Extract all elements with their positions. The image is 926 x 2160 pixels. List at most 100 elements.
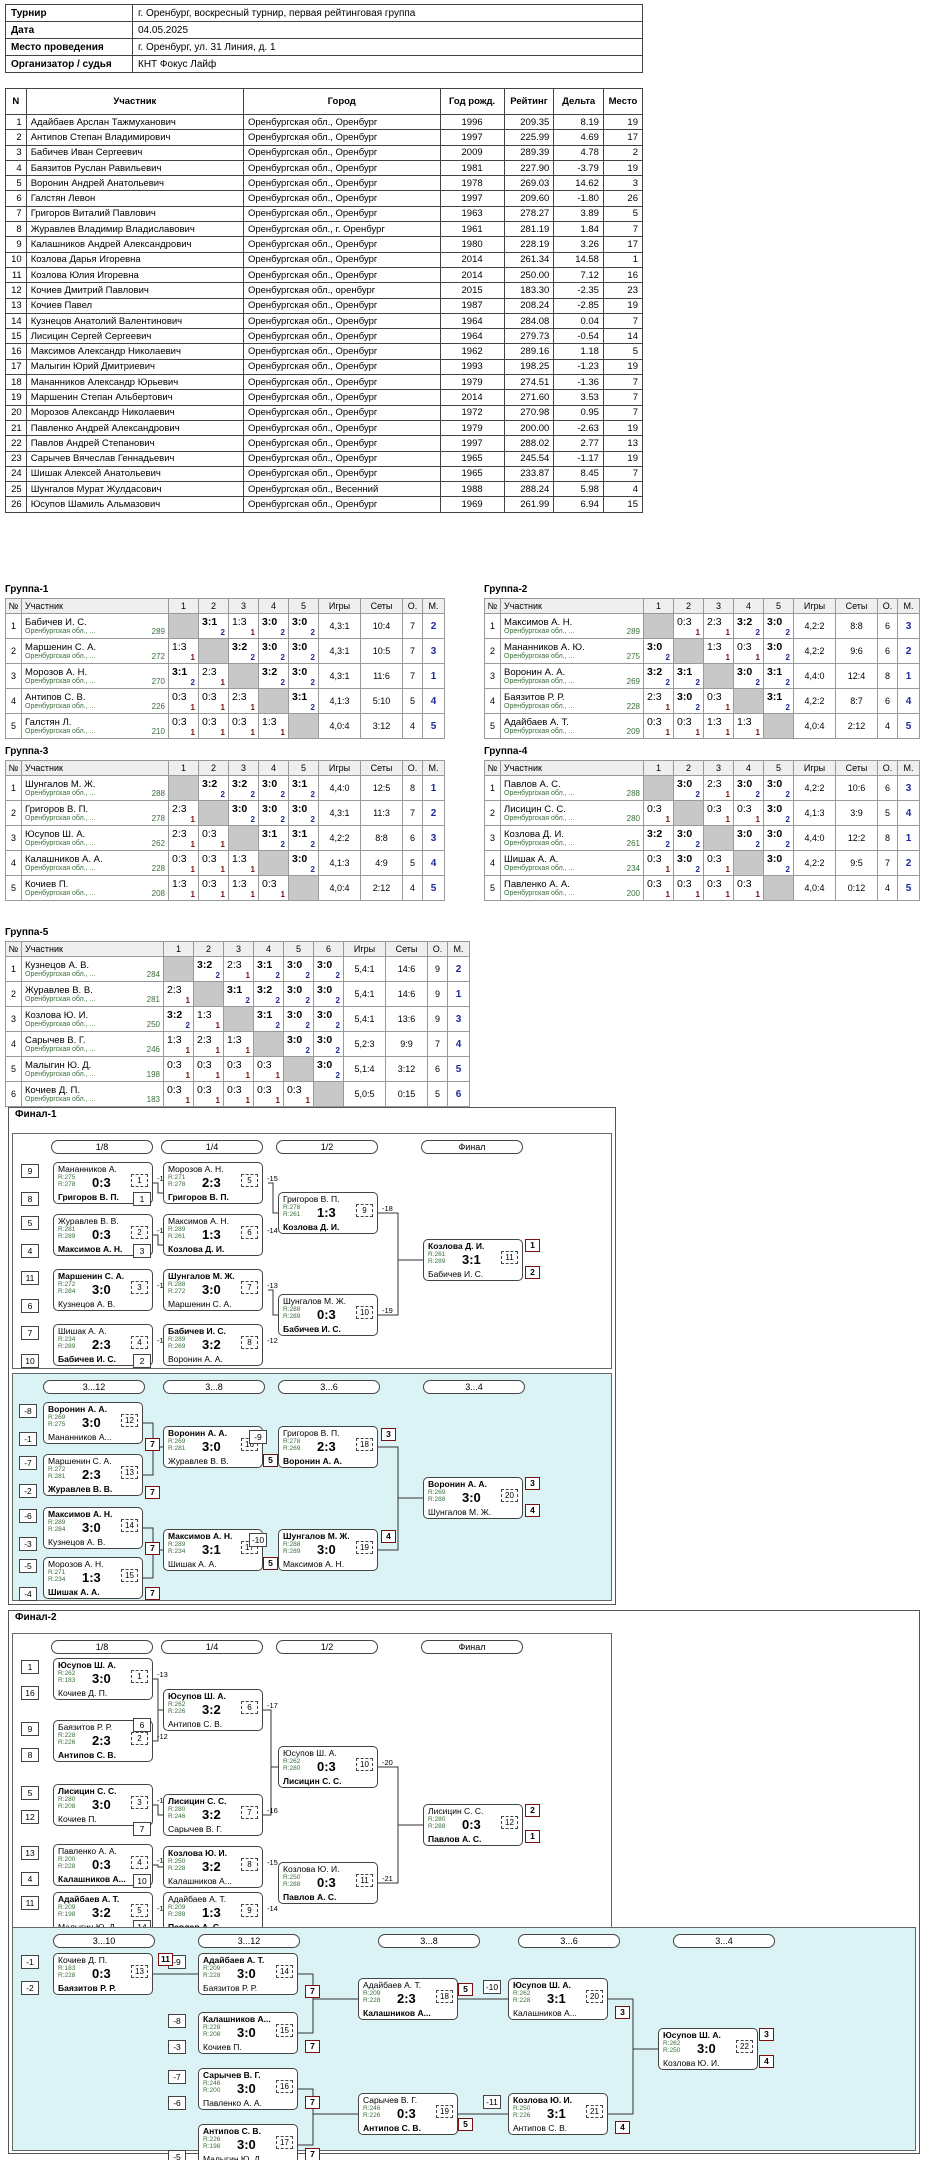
info-row: Дата 04.05.2025 [5,21,643,39]
participants-header: Город [242,88,441,115]
score-value: 0:3 [647,853,662,865]
seed-box: -8 [168,2014,186,2028]
bracket-match: Лисицин С. С. R:280 R:288 0:3 12 Павлов А. С. [423,1804,523,1846]
match-score: 0:3 1 [230,715,258,738]
loser-destination: -21 [382,1874,393,1883]
participant-region: Оренбургская обл., ... [504,815,575,822]
match-score: 3:0 2 [735,827,763,850]
score-points: 2 [335,996,340,1005]
participant-name: Максимов А. Н. [504,617,573,628]
points-cell: 7 [427,1031,448,1057]
info-key: Дата [5,21,133,39]
group-header-name: Участник [500,598,644,614]
participant-name: Галстян Л. [25,717,72,728]
round-header: 3...12 [198,1934,300,1948]
rating-b: R:280 [283,1765,301,1772]
table-cell: 0.95 [553,404,604,421]
games-cell: 4,3:1 [318,613,361,639]
match-score: 3:0 2 [315,958,343,981]
score-cell: 0:3 1 [673,713,704,739]
round-header: 3...6 [518,1934,620,1948]
match-score: 0:3 1 [705,802,733,825]
tournament-info-table: Турнир г. Оренбург, воскресный турнир, пе… [5,4,643,73]
round-header: 1/2 [276,1640,378,1654]
score-value: 0:3 [227,1084,242,1096]
score-cell: 3:0 2 [258,638,289,664]
match-score: 3:0 2 [285,1008,313,1031]
table-cell: 7 [602,312,644,330]
score-points: 1 [725,628,730,637]
table-cell: 1962 [439,343,505,360]
score-cell: 0:3 1 [283,1081,314,1107]
score-cell: 3:1 2 [168,663,199,689]
bracket-match: Морозов А. Н. R:271 R:278 2:3 5 Григоров В. П… [163,1162,278,1204]
seed-box: -10 [249,1533,267,1547]
table-cell: 209.35 [503,113,555,131]
match-score: 2:3 1 [165,983,193,1006]
score-points: 2 [275,971,280,980]
score-cell: 3:0 2 [643,638,674,664]
player-b: Павленко А. А. [203,2098,262,2108]
rating-a: R:272 [48,1466,66,1473]
player-a: Григоров В. П. [283,1194,340,1204]
sets-cell: 3:9 [835,800,878,826]
score-cell: 3:1 2 [288,825,319,851]
rating-a: R:280 [168,1806,186,1813]
player-b: Антипов С. В. [168,1719,223,1729]
score-cell: 1:3 1 [703,638,734,664]
match-score: 1:3 1 [230,877,258,900]
empty-cell [288,875,319,901]
table-cell: 198.25 [503,358,555,376]
score-cell: 1:3 1 [228,613,259,639]
score-points: 1 [250,703,255,712]
rating-a: R:226 [203,2136,221,2143]
participant-name: Маршенин С. А. [25,642,97,653]
match-number: 20 [586,1990,603,2003]
score-value: 0:3 [167,1059,182,1071]
table-cell: Оренбургская обл., Оренбург [242,465,441,483]
table-cell: 279.73 [503,328,555,345]
match-score: 3:0 2 [230,802,258,825]
table-row: 1 Адайбаев Арслан Тажмуханович Оренбургска… [5,113,644,131]
seed-box: -1 [19,1432,37,1446]
score-cell: 0:3 1 [168,850,199,876]
score-points: 1 [185,1046,190,1055]
table-cell: 18 [5,374,27,391]
score-value: 2:3 [172,803,187,815]
score-value: 2:3 [197,1034,212,1046]
bracket-match: Бабичев И. С. R:289 R:269 3:2 8 Воронин А. А.… [163,1324,278,1366]
loser-destination: -14 [267,1226,278,1235]
points-cell: 9 [427,956,448,982]
group-header-col: 2 [198,760,229,776]
group-title: Группа-2 [484,584,528,595]
place-badge: 2 [525,1804,540,1817]
player-a: Максимов А. Н. [48,1509,113,1519]
sets-cell: 10:6 [835,775,878,801]
match-score: 3:0 2 [290,852,318,875]
points-cell: 8 [402,775,423,801]
score-value: 3:2 [262,666,278,678]
match-number: 13 [131,1965,148,1978]
table-cell: Оренбургская обл., Оренбург [242,358,441,376]
player-b: Шишак А. А. [48,1587,100,1597]
row-number: 2 [5,638,22,664]
round-header: 1/4 [161,1640,263,1654]
match-number: 9 [356,1204,373,1217]
score-points: 1 [755,815,760,824]
group-grid: № Участник 1 2 3 4 5 Игры Сеты О. М. 1 Максимов А. Н… [484,598,920,739]
empty-cell [198,800,229,826]
table-cell: 1997 [439,435,505,452]
rating-a: R:262 [283,1758,301,1765]
player-a: Адайбаев А. Т. [203,1955,265,1965]
seed-box: -3 [19,1537,37,1551]
player-a: Журавлев В. В. [58,1216,119,1226]
participant-region: Оренбургская обл., ... [25,728,96,735]
match-score: 0:3 1 [255,1083,283,1106]
participant-region: Оренбургская обл., ... [504,790,575,797]
rating-b: R:226 [513,2112,531,2119]
games-cell: 4,2:2 [793,688,836,714]
table-cell: 7 [602,389,644,406]
bracket-match: Кочиев Д. П. R:183 R:228 0:3 13 Баязитов Р. Р… [53,1953,153,1995]
score-points: 1 [725,815,730,824]
player-a: Кочиев Д. П. [58,1955,108,1965]
